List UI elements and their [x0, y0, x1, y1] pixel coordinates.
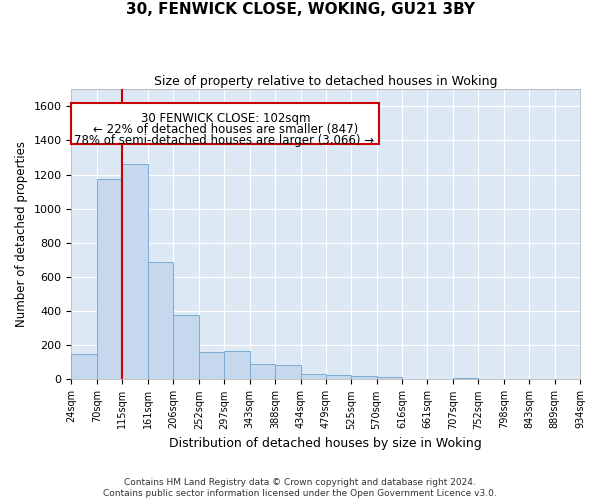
Text: 30, FENWICK CLOSE, WOKING, GU21 3BY: 30, FENWICK CLOSE, WOKING, GU21 3BY — [125, 2, 475, 18]
Text: 78% of semi-detached houses are larger (3,066) →: 78% of semi-detached houses are larger (… — [74, 134, 374, 146]
Bar — [250, 364, 275, 380]
Bar — [326, 375, 352, 380]
Text: ← 22% of detached houses are smaller (847): ← 22% of detached houses are smaller (84… — [93, 124, 358, 136]
X-axis label: Distribution of detached houses by size in Woking: Distribution of detached houses by size … — [169, 437, 482, 450]
Bar — [148, 262, 173, 380]
Text: Contains HM Land Registry data © Crown copyright and database right 2024.
Contai: Contains HM Land Registry data © Crown c… — [103, 478, 497, 498]
Y-axis label: Number of detached properties: Number of detached properties — [15, 142, 28, 328]
Bar — [377, 377, 402, 380]
Bar — [301, 374, 326, 380]
Bar — [173, 316, 199, 380]
Bar — [122, 164, 148, 380]
Bar — [199, 352, 224, 380]
Text: 30 FENWICK CLOSE: 102sqm: 30 FENWICK CLOSE: 102sqm — [140, 112, 310, 125]
Bar — [453, 378, 478, 380]
Bar — [224, 352, 250, 380]
Bar — [275, 366, 301, 380]
Title: Size of property relative to detached houses in Woking: Size of property relative to detached ho… — [154, 75, 497, 88]
Bar — [71, 354, 97, 380]
Bar — [352, 376, 377, 380]
FancyBboxPatch shape — [71, 103, 379, 144]
Bar — [97, 179, 122, 380]
